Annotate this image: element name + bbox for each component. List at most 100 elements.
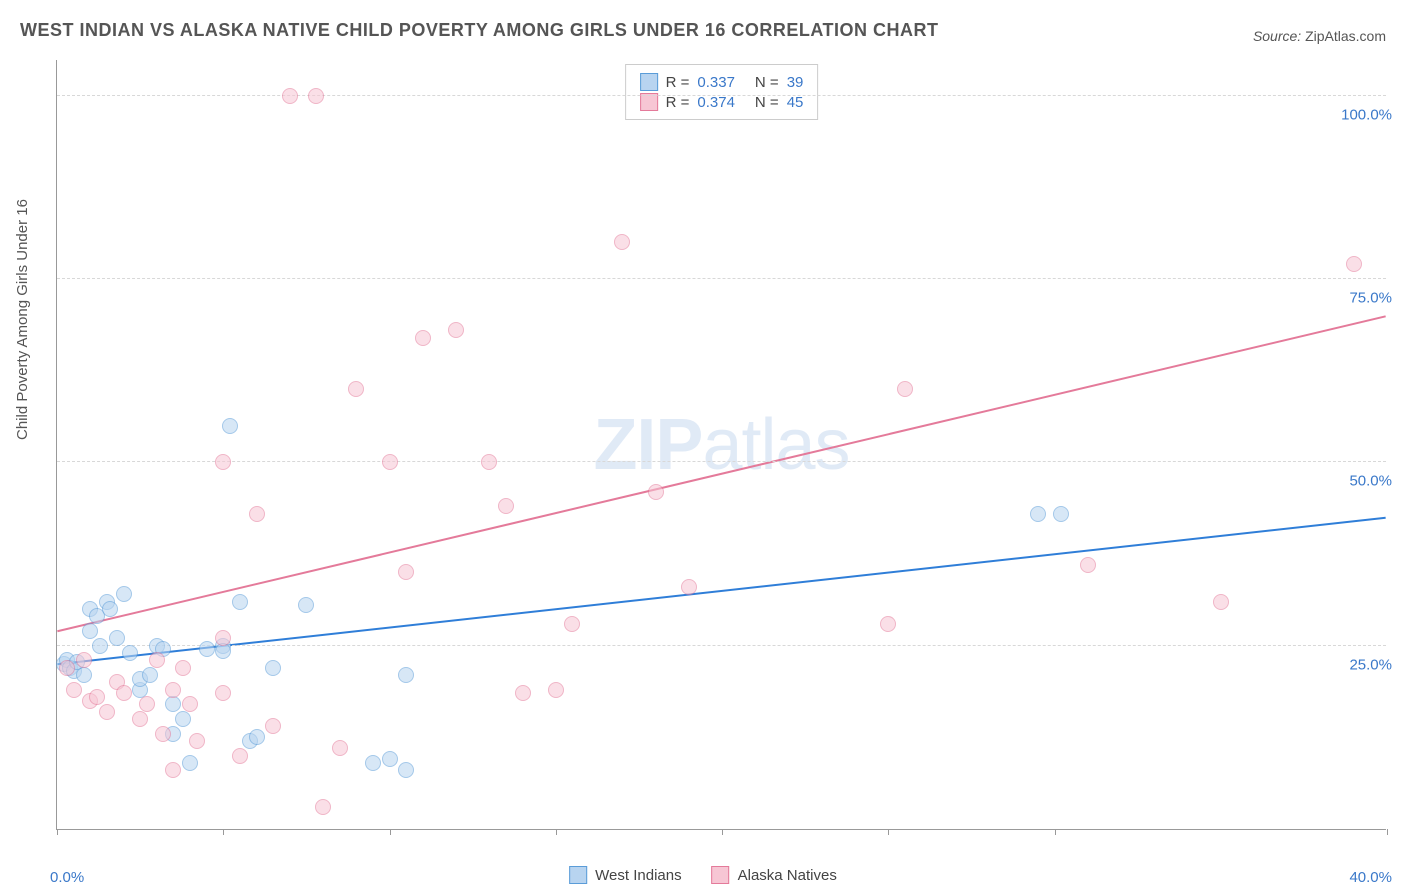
chart-title: WEST INDIAN VS ALASKA NATIVE CHILD POVER…	[20, 20, 939, 41]
gridline	[57, 95, 1386, 96]
data-point	[139, 696, 155, 712]
data-point	[99, 704, 115, 720]
data-point	[175, 711, 191, 727]
data-point	[249, 729, 265, 745]
data-point	[564, 616, 580, 632]
legend-item: West Indians	[569, 866, 681, 884]
stats-row: R = 0.337 N = 39	[640, 73, 804, 91]
data-point	[189, 733, 205, 749]
stats-legend: R = 0.337 N = 39R = 0.374 N = 45	[625, 64, 819, 120]
data-point	[348, 381, 364, 397]
legend-swatch	[640, 73, 658, 91]
legend-item: Alaska Natives	[712, 866, 837, 884]
data-point	[215, 630, 231, 646]
r-value: 0.337	[697, 74, 735, 91]
data-point	[116, 685, 132, 701]
data-point	[448, 322, 464, 338]
watermark: ZIPatlas	[593, 404, 849, 486]
data-point	[315, 799, 331, 815]
bottom-legend: West Indians Alaska Natives	[569, 866, 837, 884]
n-value: 39	[787, 74, 804, 91]
data-point	[92, 638, 108, 654]
x-tick	[57, 829, 58, 835]
n-label: N =	[755, 94, 779, 111]
data-point	[155, 726, 171, 742]
trend-line	[57, 518, 1385, 664]
data-point	[1080, 557, 1096, 573]
x-tick	[1387, 829, 1388, 835]
gridline	[57, 461, 1386, 462]
y-tick-label: 25.0%	[1349, 656, 1392, 673]
legend-swatch	[640, 93, 658, 111]
data-point	[681, 579, 697, 595]
data-point	[149, 652, 165, 668]
data-point	[515, 685, 531, 701]
data-point	[116, 586, 132, 602]
source-attribution: Source: ZipAtlas.com	[1253, 28, 1386, 44]
stats-row: R =0.374N =45	[640, 93, 804, 111]
y-tick-label: 100.0%	[1341, 106, 1392, 123]
data-point	[132, 711, 148, 727]
n-label: N =	[755, 74, 779, 91]
n-value: 45	[787, 94, 804, 111]
data-point	[66, 682, 82, 698]
trend-lines	[57, 60, 1386, 829]
data-point	[415, 330, 431, 346]
data-point	[165, 696, 181, 712]
y-axis-label: Child Poverty Among Girls Under 16	[14, 199, 31, 440]
data-point	[249, 506, 265, 522]
data-point	[1346, 256, 1362, 272]
data-point	[398, 564, 414, 580]
x-tick	[1055, 829, 1056, 835]
data-point	[282, 88, 298, 104]
data-point	[880, 616, 896, 632]
x-tick	[556, 829, 557, 835]
data-point	[614, 234, 630, 250]
data-point	[76, 652, 92, 668]
source-name: ZipAtlas.com	[1305, 28, 1386, 44]
legend-label: Alaska Natives	[738, 867, 837, 884]
trend-line	[57, 316, 1385, 631]
data-point	[199, 641, 215, 657]
y-tick-label: 50.0%	[1349, 473, 1392, 490]
data-point	[82, 623, 98, 639]
data-point	[89, 689, 105, 705]
x-tick	[223, 829, 224, 835]
legend-swatch	[712, 866, 730, 884]
data-point	[398, 667, 414, 683]
data-point	[232, 594, 248, 610]
data-point	[481, 454, 497, 470]
r-label: R =	[666, 74, 690, 91]
gridline	[57, 278, 1386, 279]
data-point	[308, 88, 324, 104]
legend-swatch	[569, 866, 587, 884]
data-point	[109, 630, 125, 646]
data-point	[265, 718, 281, 734]
data-point	[1030, 506, 1046, 522]
data-point	[222, 418, 238, 434]
data-point	[182, 755, 198, 771]
plot-area: ZIPatlas R = 0.337 N = 39R = 0.374 N = 45	[56, 60, 1386, 830]
data-point	[648, 484, 664, 500]
data-point	[382, 454, 398, 470]
data-point	[382, 751, 398, 767]
data-point	[215, 454, 231, 470]
data-point	[548, 682, 564, 698]
data-point	[165, 682, 181, 698]
watermark-bold: ZIP	[593, 405, 702, 485]
data-point	[59, 660, 75, 676]
x-min-label: 0.0%	[50, 869, 84, 886]
gridline	[57, 645, 1386, 646]
x-tick	[390, 829, 391, 835]
data-point	[265, 660, 281, 676]
legend-label: West Indians	[595, 867, 681, 884]
data-point	[897, 381, 913, 397]
data-point	[1213, 594, 1229, 610]
r-value: 0.374	[697, 94, 735, 111]
data-point	[398, 762, 414, 778]
data-point	[1053, 506, 1069, 522]
data-point	[165, 762, 181, 778]
x-max-label: 40.0%	[1349, 869, 1392, 886]
x-tick	[888, 829, 889, 835]
data-point	[215, 685, 231, 701]
